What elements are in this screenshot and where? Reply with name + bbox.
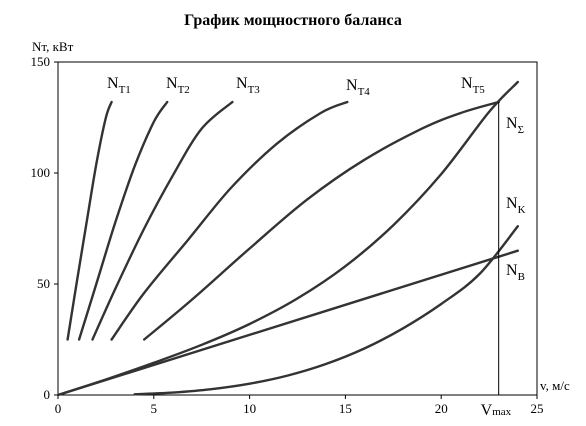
series-line-7 [133, 225, 519, 396]
series-line-8 [56, 249, 519, 397]
series-label-5: NT5 [461, 75, 485, 96]
series-layer [56, 80, 519, 397]
series-label-sub: B [518, 271, 525, 283]
series-label-3: NT3 [236, 75, 260, 96]
series-label-main: N [506, 195, 518, 212]
y-tick-label: 0 [44, 387, 51, 402]
series-label-2: NT2 [166, 75, 190, 96]
x-tick-label: 15 [339, 401, 352, 416]
series-label-6: NΣ [506, 115, 524, 136]
series-line-2 [77, 100, 169, 341]
x-tick-label: 20 [435, 401, 448, 416]
vmax-label-main: V [481, 402, 493, 419]
x-tick-label: 5 [151, 401, 158, 416]
y-tick-label: 50 [37, 276, 50, 291]
x-tick-label: 10 [243, 401, 256, 416]
series-label-main: N [506, 115, 518, 132]
series-label-sub: Σ [518, 124, 524, 136]
series-label-7: NK [506, 195, 526, 216]
series-label-main: N [346, 77, 358, 94]
series-label-sub: T4 [358, 86, 371, 98]
series-label-sub: T3 [248, 84, 261, 96]
series-label-sub: T5 [473, 84, 486, 96]
annotation-layer: Vmax [481, 101, 512, 419]
series-label-sub: K [518, 204, 526, 216]
y-tick-label: 100 [31, 165, 51, 180]
x-tick-label: 25 [531, 401, 544, 416]
series-line-5 [143, 100, 500, 341]
series-label-main: N [107, 75, 119, 92]
vmax-label-sub: max [492, 406, 511, 418]
series-label-sub: T2 [178, 84, 190, 96]
y-tick-label: 150 [31, 54, 51, 69]
series-line-6 [56, 80, 519, 397]
plot-frame [57, 61, 538, 396]
series-label-main: N [166, 75, 178, 92]
series-label-8: NB [506, 262, 525, 283]
y-axis-label: Nт, кВт [32, 39, 74, 54]
series-label-main: N [236, 75, 248, 92]
series-label-sub: T1 [119, 84, 131, 96]
vmax-label: Vmax [481, 402, 512, 419]
series-label-main: N [506, 262, 518, 279]
series-label-4: NT4 [346, 77, 370, 98]
ticks-layer: 0 5 10 15 20 25 0 50 100 150 [31, 54, 544, 416]
series-line-1 [66, 100, 113, 341]
series-line-3 [91, 100, 234, 341]
x-tick-label: 0 [55, 401, 62, 416]
series-label-1: NT1 [107, 75, 131, 96]
series-label-main: N [461, 75, 473, 92]
series-line-4 [110, 100, 349, 341]
x-axis-label: v, м/с [540, 378, 570, 393]
chart-title: График мощностного баланса [184, 12, 402, 29]
